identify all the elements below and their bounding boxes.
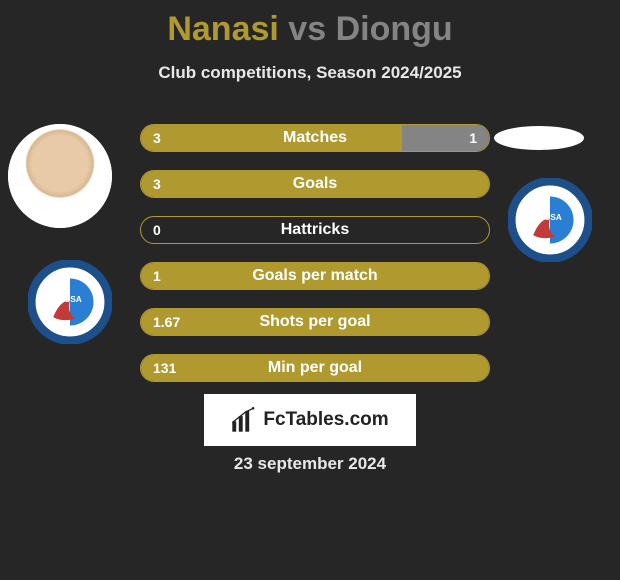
stat-label: Min per goal — [141, 355, 489, 381]
player1-club-badge: RCSA — [28, 260, 112, 344]
stat-value-left: 1 — [153, 263, 161, 289]
player1-avatar — [8, 124, 112, 228]
player2-club-badge: RCSA — [508, 178, 592, 262]
vs-text: vs — [288, 10, 326, 48]
site-logo: FcTables.com — [204, 394, 416, 446]
stat-value-left: 1.67 — [153, 309, 180, 335]
date-text: 23 september 2024 — [0, 454, 620, 474]
comparison-title: Nanasi vs Diongu — [0, 0, 620, 49]
logo-bars-icon — [231, 407, 257, 433]
player1-name: Nanasi — [167, 10, 279, 48]
stat-value-left: 131 — [153, 355, 176, 381]
stat-value-left: 3 — [153, 125, 161, 151]
stat-row: Goals3 — [140, 170, 490, 198]
stat-label: Goals per match — [141, 263, 489, 289]
player1-face-placeholder — [8, 124, 112, 228]
player2-avatar — [494, 126, 584, 150]
svg-text:RCSA: RCSA — [538, 212, 562, 222]
stat-value-right: 1 — [469, 125, 477, 151]
logo-text: FcTables.com — [263, 409, 388, 431]
stat-row: Hattricks0 — [140, 216, 490, 244]
stat-label: Matches — [141, 125, 489, 151]
stat-value-left: 0 — [153, 217, 161, 243]
stat-row: Goals per match1 — [140, 262, 490, 290]
stat-value-left: 3 — [153, 171, 161, 197]
stat-row: Shots per goal1.67 — [140, 308, 490, 336]
subtitle: Club competitions, Season 2024/2025 — [0, 63, 620, 83]
svg-text:RCSA: RCSA — [58, 294, 82, 304]
stat-label: Hattricks — [141, 217, 489, 243]
stat-row: Matches3 1 — [140, 124, 490, 152]
stat-row: Min per goal131 — [140, 354, 490, 382]
stat-label: Shots per goal — [141, 309, 489, 335]
stat-label: Goals — [141, 171, 489, 197]
stats-bars: Matches31Goals3Hattricks0Goals per match… — [140, 124, 490, 400]
player2-name: Diongu — [336, 10, 453, 48]
